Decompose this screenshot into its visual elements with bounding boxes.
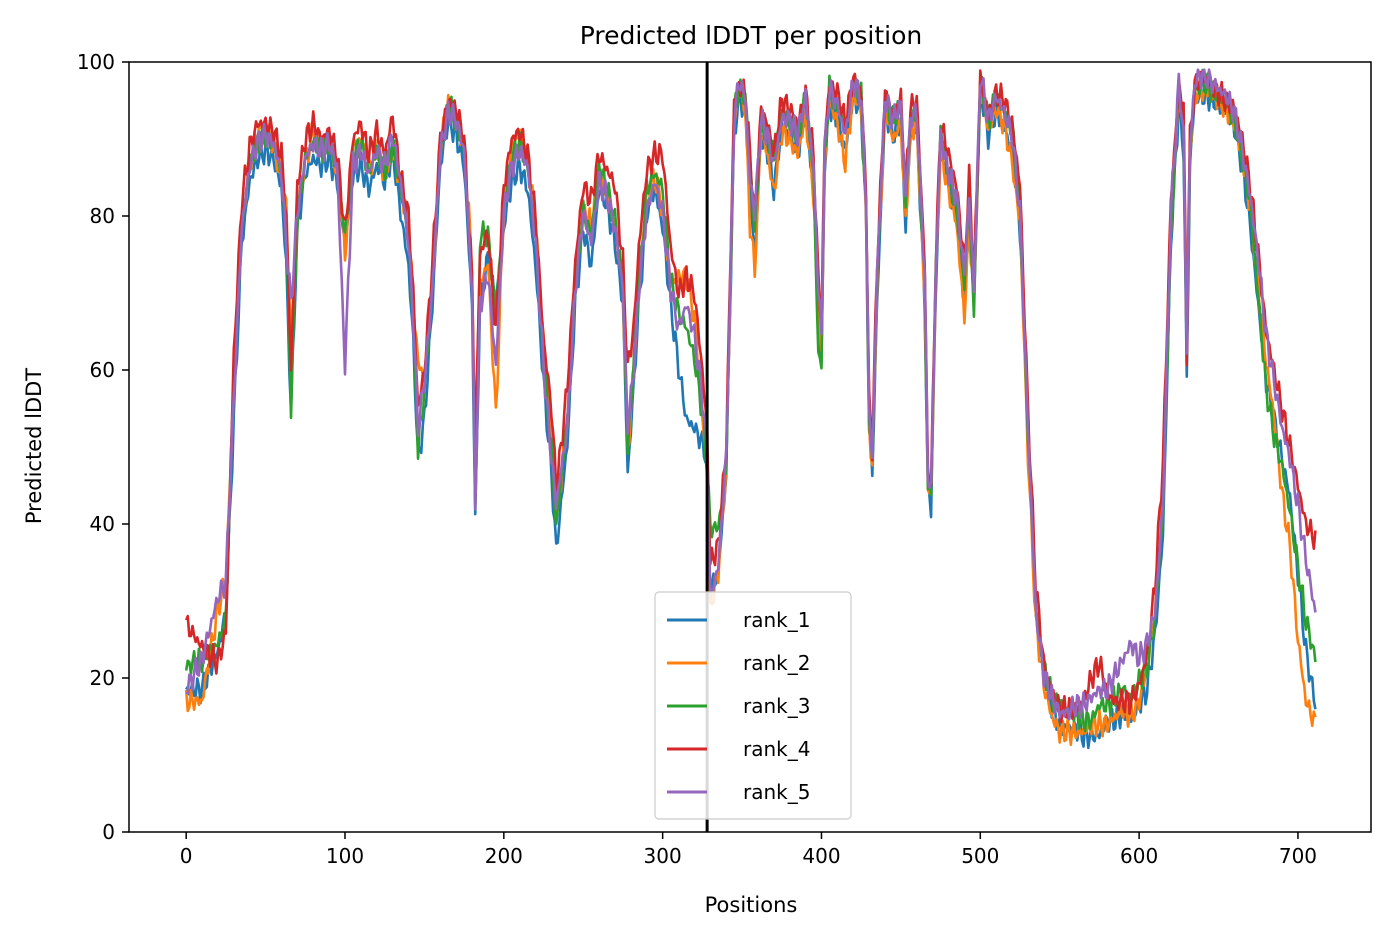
x-tick-label: 300 — [644, 844, 682, 868]
x-tick-label: 200 — [485, 844, 523, 868]
legend-box — [654, 591, 852, 820]
y-axis-title: Predicted lDDT — [22, 368, 46, 524]
plot-lines — [184, 68, 1317, 750]
x-tick-label: 500 — [961, 844, 999, 868]
x-tick-label: 600 — [1120, 844, 1158, 868]
x-tick-label: 100 — [326, 844, 364, 868]
y-tick-label: 40 — [90, 512, 115, 536]
series-line-rank_4 — [184, 69, 1317, 724]
legend: rank_1 rank_2 rank_3 rank_4 rank_5 — [654, 591, 852, 820]
legend-label-rank_5: rank_5 — [743, 780, 810, 804]
chart-title: Predicted lDDT per position — [580, 21, 922, 50]
legend-label-rank_4: rank_4 — [743, 737, 810, 761]
x-axis-title: Positions — [705, 893, 798, 917]
series-line-rank_5 — [185, 68, 1317, 721]
x-tick-label: 0 — [180, 844, 193, 868]
x-tick-label: 400 — [802, 844, 840, 868]
y-tick-label: 60 — [90, 358, 115, 382]
y-tick-label: 100 — [77, 50, 115, 74]
x-tick-label: 700 — [1279, 844, 1317, 868]
legend-label-rank_2: rank_2 — [743, 651, 810, 675]
legend-label-rank_1: rank_1 — [743, 608, 810, 632]
y-tick-label: 80 — [90, 204, 115, 228]
y-tick-label: 0 — [102, 820, 115, 844]
y-tick-label: 20 — [90, 666, 115, 690]
axes: 0 100 200 300 400 500 600 700 0 20 40 60 80 100 — [77, 50, 1317, 868]
plot-frame — [128, 61, 1372, 833]
legend-label-rank_3: rank_3 — [743, 694, 810, 718]
